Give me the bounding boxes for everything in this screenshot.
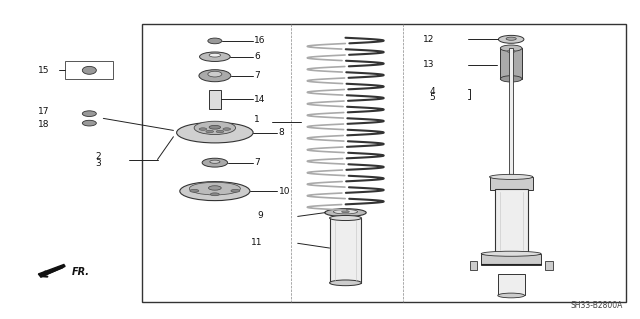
Ellipse shape — [330, 215, 362, 220]
Ellipse shape — [231, 189, 240, 192]
Ellipse shape — [194, 121, 236, 135]
Ellipse shape — [209, 186, 221, 190]
Text: 15: 15 — [38, 66, 50, 75]
Text: FR.: FR. — [72, 267, 90, 277]
Bar — [500, 48, 522, 79]
Ellipse shape — [83, 66, 97, 74]
Ellipse shape — [490, 174, 533, 179]
Ellipse shape — [210, 160, 220, 163]
Text: SH33-B2800A: SH33-B2800A — [570, 301, 623, 310]
Ellipse shape — [506, 37, 516, 40]
Bar — [509, 48, 513, 180]
Bar — [495, 189, 528, 253]
Ellipse shape — [333, 210, 358, 214]
Ellipse shape — [499, 35, 524, 43]
Text: 10: 10 — [278, 187, 290, 196]
Ellipse shape — [202, 158, 228, 167]
Ellipse shape — [208, 38, 222, 44]
Text: 7: 7 — [254, 158, 260, 167]
Text: 2: 2 — [96, 152, 101, 161]
Text: 6: 6 — [254, 52, 260, 61]
Bar — [545, 261, 552, 270]
Ellipse shape — [500, 76, 522, 82]
Ellipse shape — [342, 211, 349, 213]
Ellipse shape — [206, 130, 214, 133]
Bar — [498, 274, 525, 295]
Text: 4: 4 — [429, 87, 435, 96]
Ellipse shape — [500, 45, 522, 51]
Bar — [209, 90, 221, 109]
Ellipse shape — [190, 189, 199, 192]
Text: 14: 14 — [254, 95, 266, 104]
Ellipse shape — [177, 122, 253, 143]
Bar — [141, 24, 626, 302]
Text: 12: 12 — [423, 35, 435, 44]
Ellipse shape — [508, 50, 515, 53]
Text: 5: 5 — [429, 93, 435, 102]
Ellipse shape — [189, 182, 241, 195]
Ellipse shape — [216, 130, 224, 133]
Text: 1: 1 — [253, 115, 259, 124]
Ellipse shape — [209, 125, 221, 129]
Polygon shape — [38, 264, 65, 277]
Text: 18: 18 — [38, 120, 50, 129]
Ellipse shape — [208, 71, 222, 77]
Ellipse shape — [324, 209, 366, 217]
Text: 8: 8 — [278, 128, 284, 137]
Bar — [490, 177, 533, 189]
Ellipse shape — [211, 193, 220, 196]
Ellipse shape — [83, 120, 97, 126]
Bar — [330, 218, 362, 283]
Ellipse shape — [481, 251, 541, 256]
Ellipse shape — [199, 128, 207, 130]
Text: 9: 9 — [257, 211, 262, 220]
Ellipse shape — [199, 70, 231, 82]
Ellipse shape — [330, 280, 362, 286]
Ellipse shape — [223, 128, 230, 130]
Bar — [470, 261, 477, 270]
Bar — [65, 62, 113, 79]
Text: 13: 13 — [423, 60, 435, 69]
Text: 7: 7 — [254, 71, 260, 80]
Text: 17: 17 — [38, 107, 50, 116]
Ellipse shape — [209, 53, 221, 57]
Text: 11: 11 — [251, 238, 262, 247]
Ellipse shape — [83, 111, 97, 116]
Ellipse shape — [200, 52, 230, 62]
Text: 3: 3 — [96, 159, 102, 168]
Bar — [481, 254, 541, 265]
Ellipse shape — [180, 182, 250, 201]
Text: 16: 16 — [254, 36, 266, 45]
Ellipse shape — [498, 293, 525, 298]
